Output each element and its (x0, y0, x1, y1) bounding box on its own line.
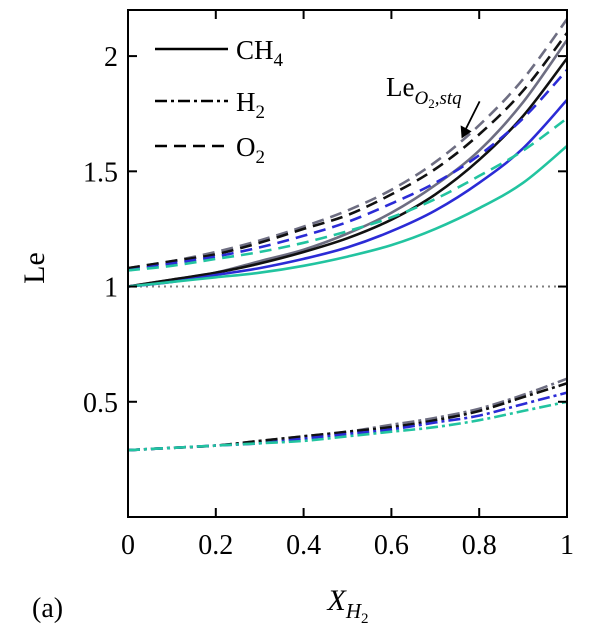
y-axis-label: Le (18, 252, 51, 284)
legend-o2-main: O (236, 132, 256, 162)
panel-label: (a) (32, 593, 63, 624)
plot-frame (127, 9, 568, 518)
legend-label-o2: O2 (236, 132, 265, 168)
series-line-ch4-teal (127, 145, 568, 288)
annotation-subsub: 2 (428, 96, 435, 111)
legend: CH4 H2 O2 (155, 35, 284, 168)
legend-o2-sub: 2 (256, 147, 266, 168)
legend-ch4-sub: 4 (274, 50, 284, 71)
axes-layer: 0 0.2 0.4 0.6 0.8 1 0.5 1 1.5 2 (83, 9, 574, 561)
series-line-o2-teal (127, 117, 568, 272)
series-line-ch4-blue (127, 99, 568, 288)
series-line-ch4-black (127, 57, 569, 288)
x-axis-label-main: X (327, 584, 348, 617)
annotation-tail: ,stq (435, 88, 462, 109)
x-tick-label: 0.4 (286, 530, 321, 561)
y-tick-label: 1 (104, 273, 118, 304)
series-layer (127, 18, 569, 452)
x-tick-label: 0.6 (374, 530, 409, 561)
legend-h2-sub: 2 (256, 102, 266, 123)
legend-label-ch4: CH4 (236, 35, 284, 71)
annotation: LeO2,stq (386, 72, 481, 139)
y-tick-label: 0.5 (83, 388, 118, 419)
series-line-o2-blue (127, 69, 568, 272)
series-line-h2-teal (127, 400, 568, 452)
annotation-sub: O (414, 88, 428, 109)
x-axis-label-subsub: 2 (361, 611, 369, 627)
x-tick-label: 1 (560, 530, 574, 561)
annotation-label: LeO2,stq (386, 72, 462, 111)
legend-h2-main: H (236, 87, 256, 117)
annotation-arrow-line (464, 100, 481, 130)
y-tick-label: 1.5 (83, 157, 118, 188)
series-line-o2-black (127, 32, 569, 270)
annotation-main: Le (386, 72, 414, 102)
x-axis-label-sub: H (345, 599, 363, 623)
x-axis-label: XH2 (327, 584, 369, 627)
x-tick-label: 0.8 (462, 530, 497, 561)
series-line-o2-gray (127, 18, 569, 270)
legend-ch4-main: CH (236, 35, 274, 65)
legend-label-h2: H2 (236, 87, 265, 123)
y-tick-label: 2 (104, 42, 118, 73)
annotation-arrow-head (460, 125, 472, 139)
x-tick-label: 0 (121, 530, 135, 561)
x-tick-label: 0.2 (198, 530, 233, 561)
